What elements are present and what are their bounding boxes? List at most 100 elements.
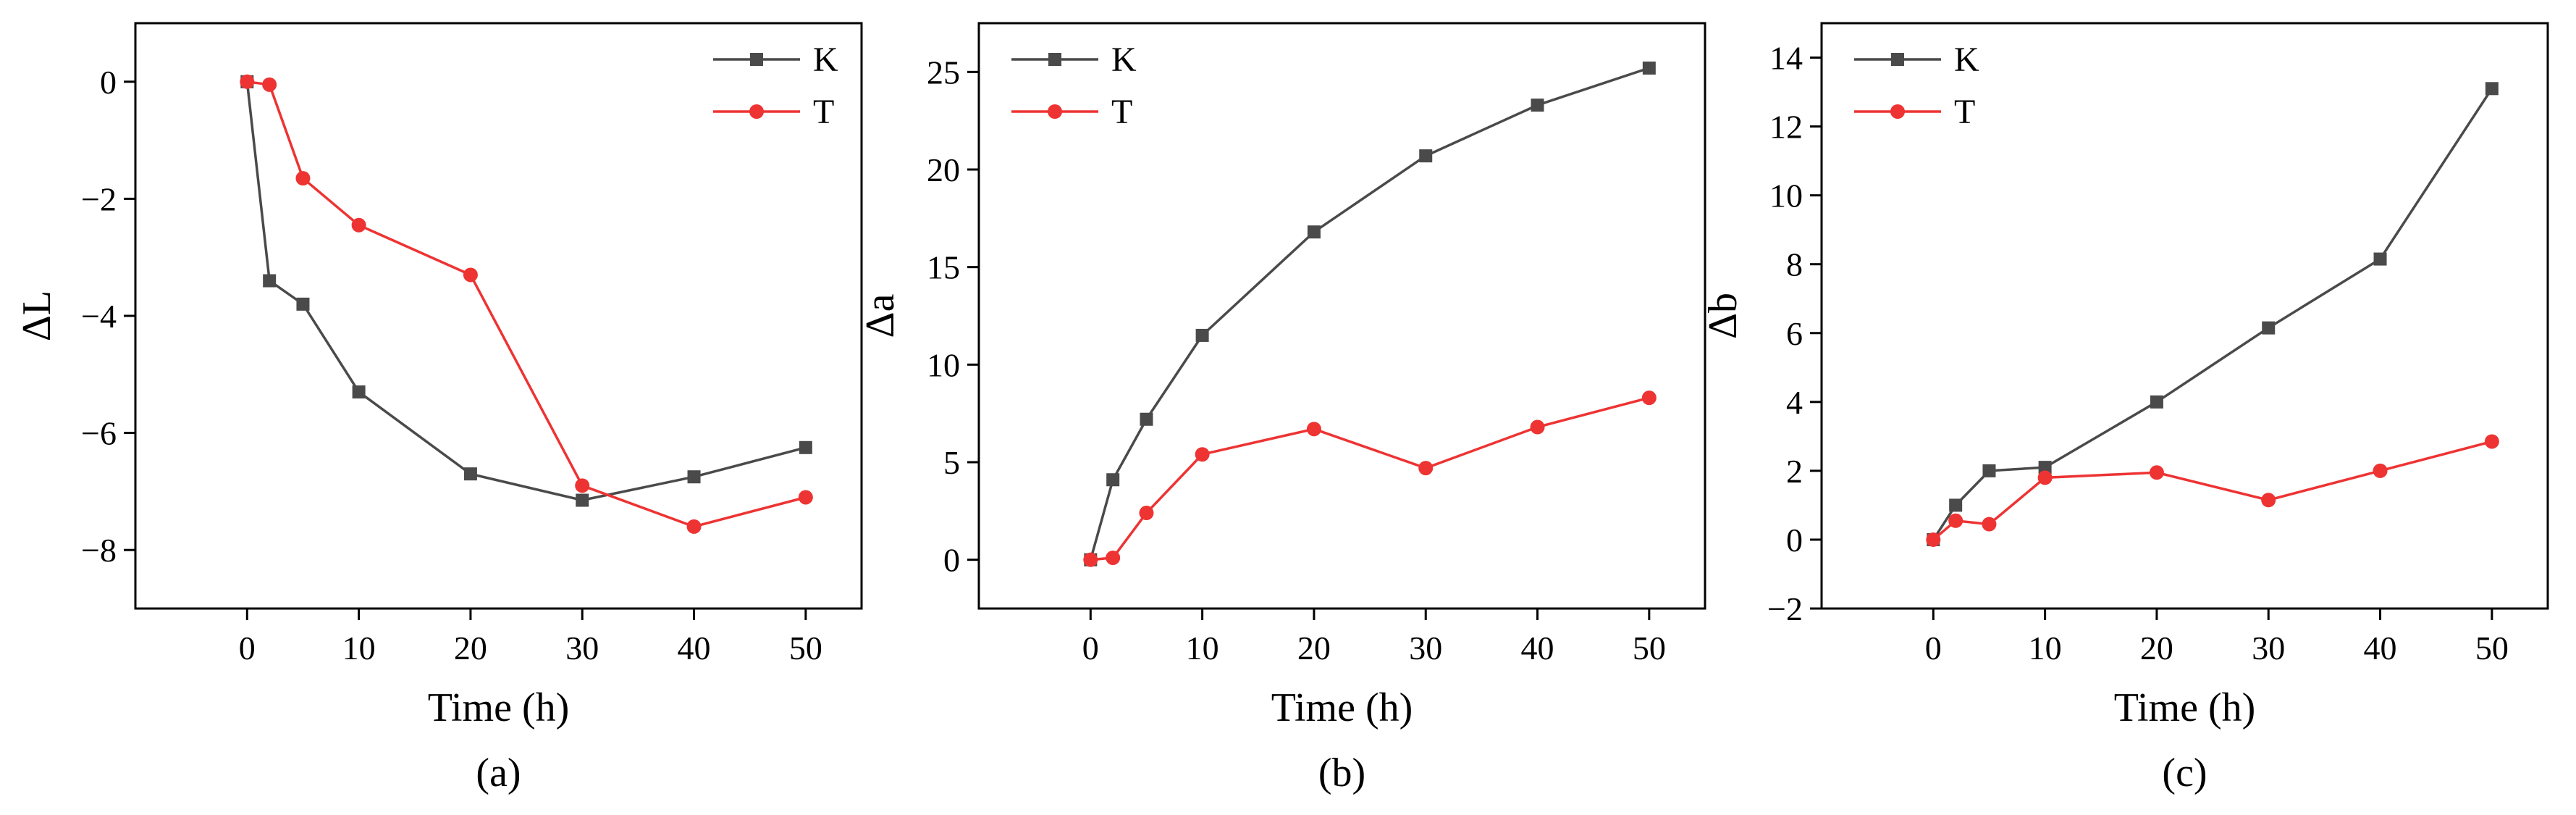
x-tick-label: 10: [2029, 630, 2062, 666]
x-tick-label: 40: [1521, 630, 1554, 666]
y-tick-label: 10: [1769, 177, 1803, 214]
legend-marker-K: [1891, 53, 1904, 66]
data-point-T: [575, 478, 590, 493]
data-point-K: [1642, 61, 1656, 75]
data-point-K: [1195, 328, 1209, 342]
chart-panel-a: 0 10 20 30 40 50 0 −2 −4 −6 −8 Time (h) ΔL (a) KT: [14, 22, 863, 795]
legend-label-K: K: [813, 41, 838, 79]
legend: KT: [713, 41, 838, 131]
y-tick-label: 15: [927, 249, 960, 286]
data-point-T: [2037, 470, 2053, 485]
plot-frame: [977, 22, 1706, 610]
legend-label-T: T: [1954, 93, 1975, 131]
series-line-T: [247, 80, 807, 528]
data-point-T: [1195, 447, 1210, 462]
chart-panel-b: 0 10 20 30 40 50 0 5 10 15 20 25 Time (h) Δa (b) KT: [858, 22, 1706, 795]
legend-label-K: K: [1954, 41, 1979, 79]
y-axis-title: ΔL: [14, 291, 59, 341]
data-point-T: [1530, 419, 1545, 435]
x-tick-label: 50: [789, 630, 822, 666]
y-tick-label: 8: [1786, 246, 1803, 283]
y-tick-label: −2: [81, 180, 117, 217]
data-point-T: [2149, 465, 2164, 480]
y-tick-label: 2: [1786, 453, 1803, 490]
data-point-T: [2484, 434, 2499, 449]
data-point-K: [1307, 225, 1321, 239]
data-point-T: [463, 267, 478, 283]
y-tick-label: 25: [927, 54, 960, 91]
x-tick-label: 40: [2364, 630, 2397, 666]
data-point-T: [240, 74, 255, 89]
x-tick-label: 50: [1633, 630, 1666, 666]
x-tick-label: 0: [1925, 630, 1942, 666]
x-axis-title: Time (h): [2114, 685, 2256, 730]
data-point-T: [351, 217, 366, 233]
y-tick-label: 20: [927, 151, 960, 188]
x-tick-label: 50: [2475, 630, 2509, 666]
x-tick-label: 30: [1409, 630, 1442, 666]
panel-caption: (b): [1318, 751, 1365, 795]
x-tick-label: 20: [2140, 630, 2173, 666]
x-tick-label: 30: [2252, 630, 2285, 666]
legend-label-T: T: [813, 93, 834, 131]
data-point-T: [1641, 390, 1657, 406]
panel-caption: (a): [476, 751, 521, 795]
y-tick-label: −6: [81, 415, 117, 452]
data-point-K: [1419, 149, 1433, 163]
data-point-T: [798, 490, 813, 505]
y-tick-label: 10: [927, 346, 960, 383]
data-point-K: [2485, 82, 2499, 96]
data-point-K: [799, 440, 812, 454]
legend: KT: [1854, 41, 1979, 131]
x-tick-label: 10: [342, 630, 376, 666]
chart-panel-c: 0 10 20 30 40 50 −2 0 2 4 6 8 10 12 14 Time (h) Δb (c) KT: [1701, 22, 2549, 795]
x-tick-label: 20: [454, 630, 487, 666]
x-axis-title: Time (h): [1271, 685, 1413, 730]
data-point-T: [1418, 461, 1434, 476]
series-line-K: [1089, 67, 1650, 561]
data-point-T: [1306, 422, 1321, 437]
y-tick-label: −2: [1767, 590, 1803, 627]
y-tick-label: −8: [81, 532, 117, 569]
data-point-T: [2261, 493, 2276, 508]
data-point-K: [687, 470, 701, 484]
x-tick-label: 10: [1186, 630, 1219, 666]
data-point-K: [2150, 395, 2163, 409]
y-axis-title: Δb: [1701, 293, 1746, 339]
legend-marker-T: [1048, 104, 1062, 119]
y-tick-label: 14: [1769, 40, 1803, 77]
x-tick-label: 0: [1082, 630, 1099, 666]
panel-caption: (c): [2162, 751, 2207, 795]
data-point-K: [576, 493, 589, 507]
data-point-K: [352, 385, 366, 399]
data-point-K: [1949, 498, 1963, 512]
data-point-T: [1106, 550, 1121, 565]
x-axis-title: Time (h): [428, 685, 570, 730]
y-tick-label: 5: [943, 444, 960, 481]
y-tick-label: 0: [100, 64, 117, 101]
y-tick-label: 0: [1786, 522, 1803, 559]
data-point-K: [2373, 252, 2387, 266]
data-point-T: [1926, 532, 1941, 547]
x-tick-label: 40: [678, 630, 711, 666]
x-tick-label: 20: [1297, 630, 1331, 666]
data-point-K: [1106, 473, 1120, 487]
legend-marker-T: [749, 104, 764, 119]
y-tick-label: 12: [1769, 109, 1803, 146]
legend-marker-K: [750, 53, 763, 66]
legend-label-T: T: [1111, 93, 1132, 131]
data-point-K: [2262, 321, 2276, 335]
x-tick-label: 0: [239, 630, 256, 666]
legend-marker-K: [1048, 53, 1061, 66]
y-tick-label: 6: [1786, 315, 1803, 352]
plot-frame: [1820, 22, 2549, 610]
data-point-K: [2038, 461, 2052, 475]
data-point-T: [2373, 463, 2388, 478]
data-point-K: [1982, 464, 1996, 477]
y-axis-title: Δa: [858, 293, 903, 338]
data-point-T: [686, 519, 702, 534]
data-point-T: [1139, 506, 1154, 521]
data-point-T: [1948, 513, 1963, 528]
data-point-T: [1982, 517, 1997, 532]
